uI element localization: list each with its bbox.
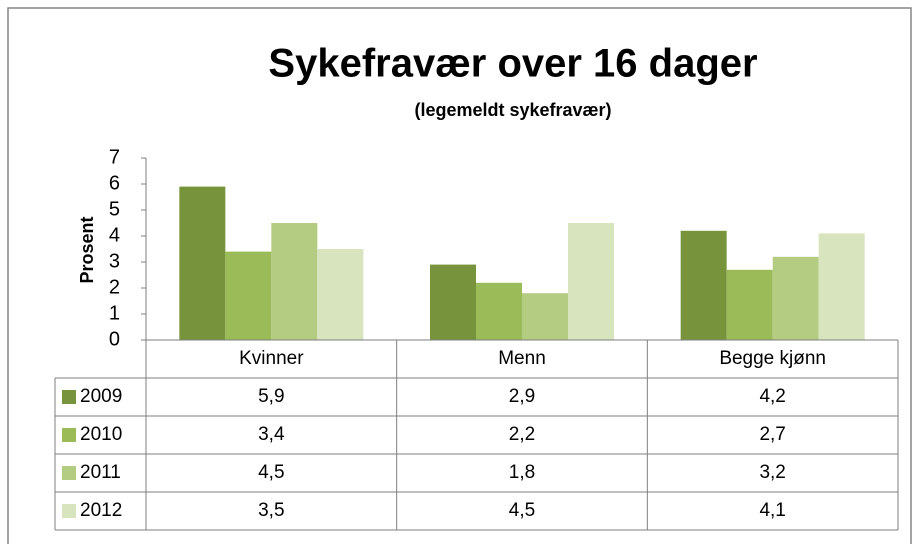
y-tick-label: 3 (109, 250, 120, 272)
bar (430, 264, 476, 340)
legend-swatch (62, 466, 76, 480)
y-tick-label: 7 (109, 146, 120, 168)
table-value: 2,7 (759, 424, 785, 445)
table-value: 2,2 (509, 424, 535, 445)
table-value: 3,2 (759, 462, 785, 483)
x-tick-label: Begge kjønn (719, 348, 826, 369)
legend-label: 2011 (80, 462, 121, 483)
bar (476, 282, 522, 340)
table-value: 4,2 (759, 386, 785, 407)
x-tick-label: Menn (498, 348, 546, 369)
y-tick-label: 6 (109, 172, 120, 194)
bar (317, 249, 364, 340)
bar (772, 256, 819, 340)
y-tick-label: 5 (109, 198, 120, 220)
bar (818, 233, 865, 340)
chart-title: Sykefravær over 16 dager (268, 42, 757, 86)
table-value: 2,9 (509, 386, 535, 407)
table-value: 4,1 (759, 500, 785, 521)
legend-swatch (62, 504, 76, 518)
table-value: 4,5 (509, 500, 535, 521)
bar (225, 251, 272, 340)
legend-label: 2010 (80, 424, 122, 445)
chart-subtitle: (legemeldt sykefravær) (414, 100, 611, 120)
bar (568, 223, 614, 340)
table-value: 3,5 (258, 500, 284, 521)
y-tick-label: 2 (109, 276, 120, 298)
table-value: 5,9 (258, 386, 284, 407)
legend-label: 2009 (80, 386, 122, 407)
bar (179, 186, 226, 340)
bar (522, 293, 568, 340)
bar (726, 269, 773, 340)
legend-label: 2012 (80, 500, 122, 521)
table-value: 3,4 (258, 424, 285, 445)
legend-swatch (62, 390, 76, 404)
y-tick-label: 4 (109, 224, 120, 246)
y-tick-label: 1 (109, 302, 120, 324)
bar (680, 230, 727, 340)
x-tick-label: Kvinner (239, 348, 304, 369)
table-value: 1,8 (509, 462, 535, 483)
table-value: 4,5 (258, 462, 284, 483)
y-tick-label: 0 (109, 328, 120, 350)
bar (271, 223, 318, 340)
legend-swatch (62, 428, 76, 442)
y-axis-title: Prosent (77, 216, 97, 283)
